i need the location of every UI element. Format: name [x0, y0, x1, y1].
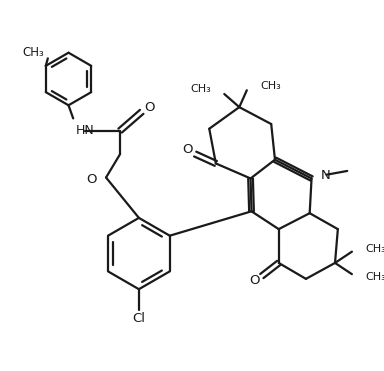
Text: CH₃: CH₃	[22, 46, 44, 59]
Text: O: O	[144, 101, 154, 114]
Text: O: O	[249, 274, 260, 287]
Text: Cl: Cl	[132, 312, 146, 325]
Text: CH₃: CH₃	[190, 84, 211, 94]
Text: CH₃: CH₃	[365, 244, 384, 254]
Text: N: N	[321, 169, 331, 182]
Text: O: O	[86, 173, 97, 186]
Text: CH₃: CH₃	[365, 272, 384, 282]
Text: HN: HN	[76, 124, 95, 137]
Text: O: O	[182, 143, 193, 156]
Text: CH₃: CH₃	[260, 81, 281, 91]
